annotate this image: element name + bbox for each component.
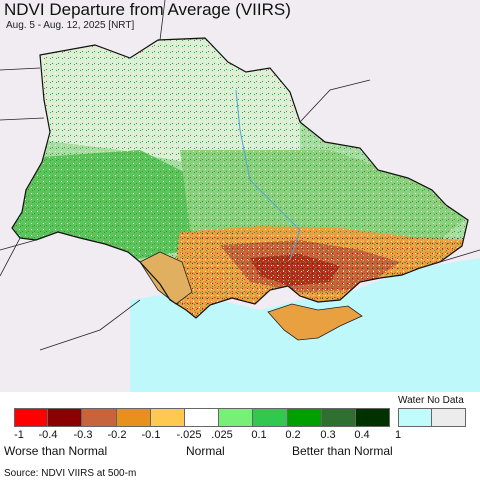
water-swatch — [398, 408, 432, 427]
legend-swatch — [287, 408, 322, 427]
legend-tick: 0.1 — [251, 429, 267, 441]
legend-swatch — [48, 408, 83, 427]
crimea — [267, 303, 363, 341]
legend-tick: -0.1 — [141, 429, 161, 441]
legend-swatch — [253, 408, 288, 427]
no-data-swatch — [432, 408, 466, 427]
neighbor-borders — [0, 0, 480, 351]
map-subtitle: Aug. 5 - Aug. 12, 2025 [NRT] — [6, 20, 135, 31]
legend-tick: .025 — [211, 429, 233, 441]
legend-tick: 0.3 — [320, 429, 336, 441]
legend-swatch — [150, 408, 185, 427]
legend-colorbar — [14, 408, 391, 427]
legend-swatch — [321, 408, 356, 427]
legend-tick: -0.3 — [73, 429, 93, 441]
source-note: Source: NDVI VIIRS at 500-m — [4, 468, 137, 479]
legend-tick: -1 — [14, 429, 24, 441]
legend-swatch — [116, 408, 151, 427]
legend-swatch — [82, 408, 117, 427]
neighbor-region — [139, 251, 193, 305]
map-title: NDVI Departure from Average (VIIRS) — [4, 0, 291, 19]
dnipro-river — [235, 89, 301, 261]
legend-swatch — [355, 408, 391, 427]
legend-tick: 1 — [394, 429, 402, 441]
legend-tick: -.025 — [176, 429, 202, 441]
legend-category-normal: Normal — [186, 444, 225, 458]
legend-swatch — [14, 408, 49, 427]
legend-swatch — [184, 408, 220, 427]
legend-category-worse: Worse than Normal — [4, 444, 108, 458]
map-panel — [0, 0, 480, 392]
legend-tick: -0.4 — [38, 429, 58, 441]
legend-tick: -0.2 — [107, 429, 127, 441]
legend-tick: 0.2 — [285, 429, 301, 441]
legend-category-better: Better than Normal — [292, 444, 393, 458]
ndvi-map — [0, 0, 480, 392]
legend-tick: 0.4 — [354, 429, 370, 441]
legend-swatch — [219, 408, 254, 427]
water-no-data-label: Water No Data — [398, 395, 464, 406]
